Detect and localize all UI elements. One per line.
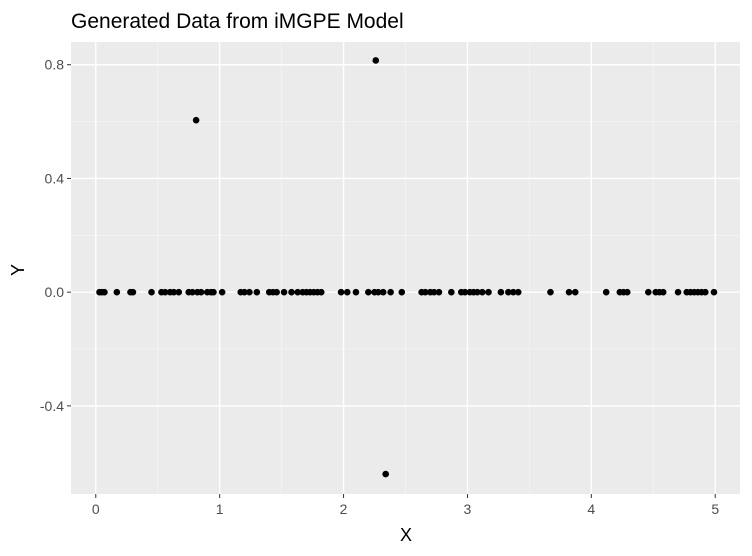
data-point [497, 288, 505, 296]
data-point [659, 288, 667, 296]
data-point [365, 288, 372, 296]
y-axis-ticks: -0.4 0.0 0.4 0.8 [40, 57, 71, 414]
data-point [372, 57, 380, 64]
data-point [273, 288, 280, 296]
x-axis-title: X [400, 525, 412, 545]
data-point [246, 288, 253, 296]
data-point [514, 288, 522, 296]
data-point [479, 288, 486, 296]
x-tick-label: 0 [92, 501, 100, 517]
y-tick-label: 0.4 [45, 170, 65, 186]
data-point [461, 288, 469, 296]
data-point [474, 288, 481, 296]
data-point [565, 288, 573, 296]
data-point [253, 288, 261, 296]
data-point [435, 288, 443, 296]
data-point [674, 288, 682, 296]
major-gridlines [71, 42, 740, 494]
data-point [352, 288, 360, 296]
data-point [192, 116, 200, 124]
data-point [374, 288, 382, 296]
data-point [710, 288, 718, 296]
data-point [343, 288, 351, 296]
data-point [509, 288, 517, 296]
x-tick-label: 2 [340, 501, 348, 517]
data-point [189, 288, 196, 296]
chart-title: Generated Data from iMGPE Model [71, 10, 404, 33]
y-axis-title: Y [8, 264, 28, 276]
data-point [241, 288, 248, 296]
data-point [702, 288, 709, 296]
y-tick-label: 0.8 [45, 57, 65, 73]
data-point [210, 288, 217, 296]
data-point [129, 288, 137, 296]
data-point [379, 288, 387, 296]
data-point [547, 288, 554, 296]
data-point [448, 288, 455, 296]
data-point [387, 288, 394, 296]
data-point [602, 288, 610, 296]
data-point [430, 288, 438, 296]
data-point [280, 288, 288, 296]
data-point [382, 470, 389, 478]
data-point [113, 288, 121, 296]
data-point [148, 288, 155, 296]
data-points [96, 57, 718, 478]
data-point [398, 288, 406, 296]
x-tick-label: 4 [587, 501, 595, 517]
data-point [337, 288, 345, 296]
x-tick-label: 3 [464, 501, 472, 517]
x-axis-ticks: 0 1 2 3 4 5 [92, 494, 719, 517]
data-point [175, 288, 183, 296]
data-point [101, 288, 108, 296]
data-point [288, 288, 295, 296]
data-point [197, 288, 205, 296]
data-point [485, 288, 492, 296]
data-point [645, 288, 652, 296]
data-point [422, 288, 429, 296]
data-point [317, 288, 325, 296]
data-point [505, 288, 512, 296]
data-point [161, 288, 169, 296]
data-point [218, 288, 226, 296]
data-point [170, 288, 178, 296]
data-point [294, 288, 302, 296]
y-tick-label: -0.4 [40, 398, 64, 414]
data-point [571, 288, 579, 296]
minor-gridlines [71, 42, 740, 494]
x-tick-label: 5 [711, 501, 719, 517]
x-tick-label: 1 [216, 501, 224, 517]
y-tick-label: 0.0 [45, 284, 65, 300]
data-point [623, 288, 631, 296]
